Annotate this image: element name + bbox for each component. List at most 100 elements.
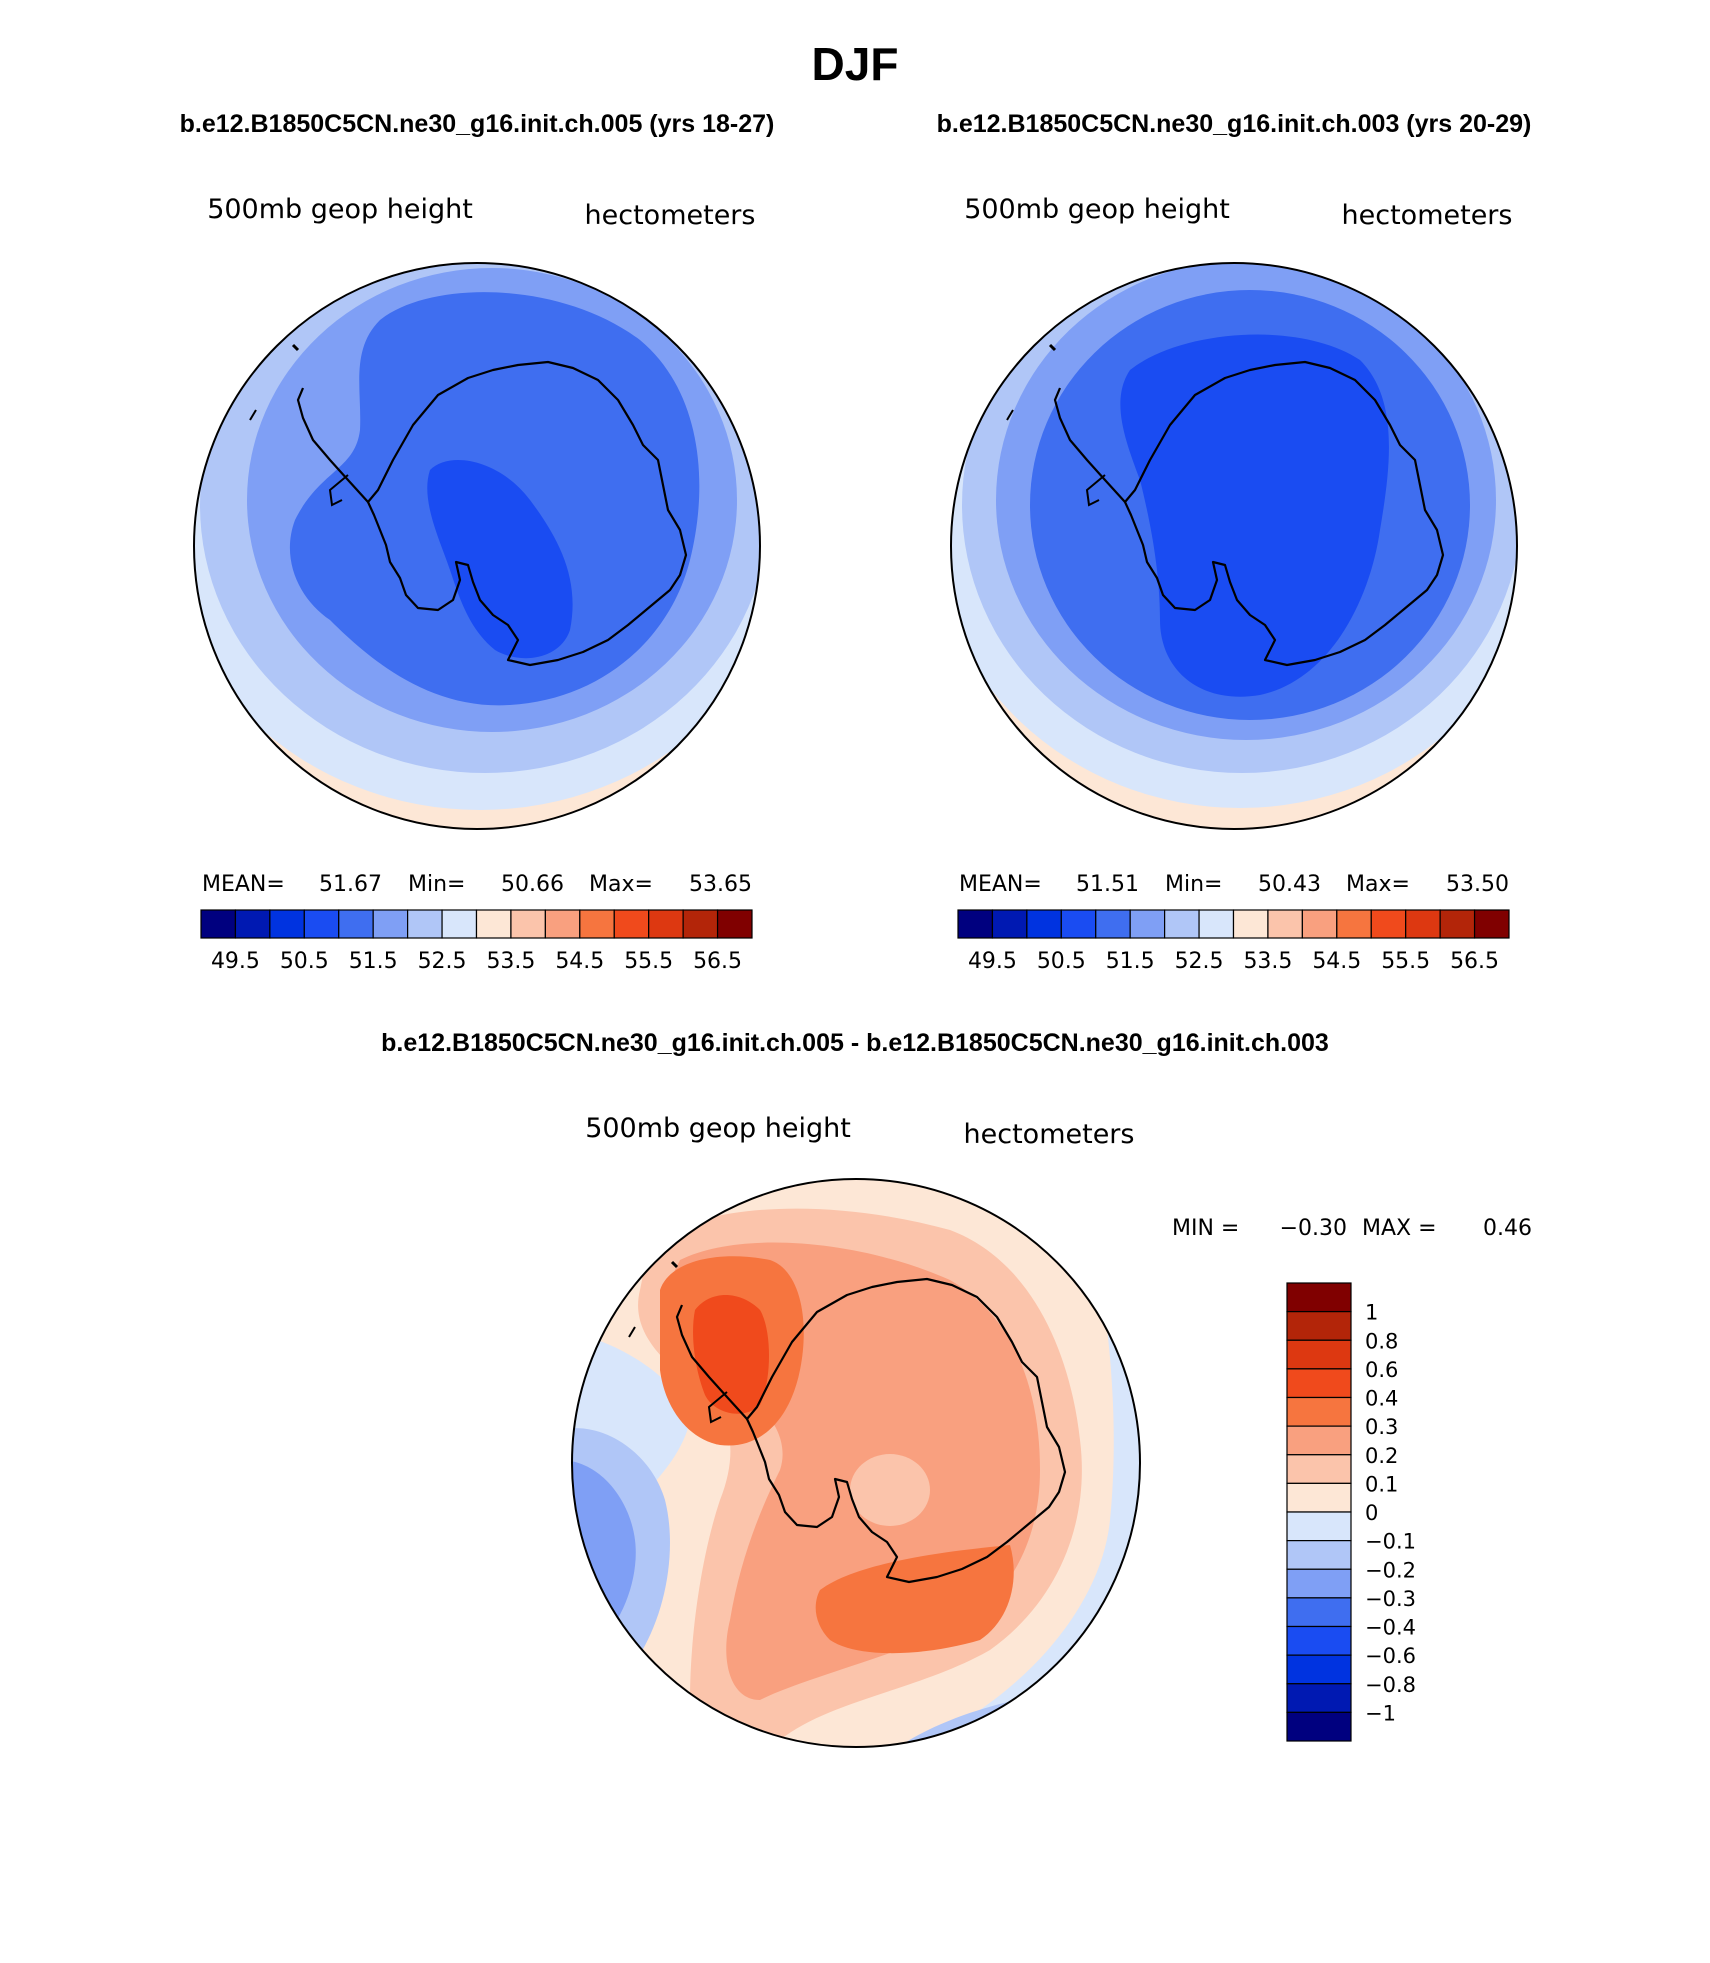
colorbar-swatch xyxy=(1198,909,1235,939)
colorbar-swatch xyxy=(1232,909,1269,939)
panel-left-stat-min: 50.66 xyxy=(501,872,564,897)
colorbar-swatch xyxy=(1286,1683,1352,1713)
colorbar-tick-label: 54.5 xyxy=(1312,949,1361,974)
panel-diff-colorbar: 1 0.8 0.6 0.4 0.3 0.2 0.1 0 −0.1 −0.2 −0.3 −0.4 −0.6… xyxy=(1286,1282,1416,1742)
contour-band xyxy=(427,460,573,659)
colorbar-swatch xyxy=(475,909,512,939)
colorbar-tick-label: −0.1 xyxy=(1365,1530,1416,1554)
colorbar-swatch xyxy=(716,909,753,939)
panel-right-field-label: 500mb geop height xyxy=(964,194,1230,225)
colorbar-tick-label: 50.5 xyxy=(1037,949,1086,974)
panel-left-map xyxy=(194,263,760,829)
colorbar-tick-label: 56.5 xyxy=(1450,949,1499,974)
panel-right-stat-max: 53.50 xyxy=(1446,872,1509,897)
colorbar-swatch xyxy=(991,909,1028,939)
colorbar-swatch xyxy=(1286,1597,1352,1628)
panel-left-stat-max: 53.65 xyxy=(689,872,752,897)
colorbar-tick-label: 0.2 xyxy=(1365,1444,1398,1468)
figure-title: DJF xyxy=(812,38,899,90)
colorbar-swatch xyxy=(957,909,994,939)
colorbar-tick-label: −0.6 xyxy=(1365,1644,1416,1668)
contour-band xyxy=(815,1545,1014,1654)
panel-right-stat-max-label: Max= xyxy=(1346,872,1410,897)
panel-diff-stat-min-label: MIN = xyxy=(1172,1216,1239,1241)
colorbar-swatch xyxy=(1286,1454,1352,1484)
panel-left-colorbar: 49.5 50.5 51.5 52.5 53.5 54.5 55.5 56.5 xyxy=(200,909,753,974)
colorbar-swatch xyxy=(234,909,271,939)
colorbar-tick-label: −0.4 xyxy=(1365,1616,1416,1640)
colorbar-swatch xyxy=(1405,909,1441,939)
colorbar-tick-label: 50.5 xyxy=(280,949,329,974)
colorbar-swatch xyxy=(1301,909,1338,939)
colorbar-swatch xyxy=(200,909,237,939)
colorbar-swatch xyxy=(579,909,615,939)
colorbar-tick-label: 1 xyxy=(1365,1301,1378,1325)
colorbar-tick-label: 52.5 xyxy=(418,949,467,974)
colorbar-swatch xyxy=(1129,909,1166,939)
colorbar-tick-label: 0.6 xyxy=(1365,1358,1398,1382)
panel-right-stat-min-label: Min= xyxy=(1165,872,1222,897)
colorbar-swatch xyxy=(613,909,650,939)
colorbar-swatch xyxy=(1439,909,1476,939)
panel-right-stat-mean: 51.51 xyxy=(1076,872,1139,897)
colorbar-swatch xyxy=(372,909,409,939)
colorbar-swatch xyxy=(338,909,374,939)
panel-right-map xyxy=(951,263,1517,829)
colorbar-swatch xyxy=(1370,909,1407,939)
colorbar-swatch xyxy=(1286,1568,1352,1599)
colorbar-swatch xyxy=(1026,909,1062,939)
colorbar-tick-label: 52.5 xyxy=(1175,949,1224,974)
panel-diff-map xyxy=(572,1179,1140,1747)
panel-left-stat-mean-label: MEAN= xyxy=(202,872,285,897)
colorbar-tick-label: 51.5 xyxy=(1106,949,1155,974)
panel-right: 500mb geop height hectometers MEAN= 51.5… xyxy=(950,194,1518,974)
colorbar-swatch xyxy=(1164,909,1200,939)
colorbar-tick-label: 51.5 xyxy=(349,949,398,974)
colorbar-swatch xyxy=(1286,1711,1352,1742)
contour-band xyxy=(693,1295,769,1414)
colorbar-swatch xyxy=(1473,909,1510,939)
subtitle-right-run: b.e12.B1850C5CN.ne30_g16.init.ch.003 (yr… xyxy=(937,110,1532,138)
colorbar-tick-label: 53.5 xyxy=(1243,949,1292,974)
colorbar-swatch xyxy=(1286,1425,1352,1456)
colorbar-tick-label: −0.2 xyxy=(1365,1558,1416,1582)
panel-right-stat-min: 50.43 xyxy=(1258,872,1321,897)
colorbar-tick-label: 0.1 xyxy=(1365,1472,1398,1496)
colorbar-tick-label: −0.8 xyxy=(1365,1673,1416,1697)
subtitle-left-run: b.e12.B1850C5CN.ne30_g16.init.ch.005 (yr… xyxy=(180,110,775,138)
colorbar-tick-label: 0.4 xyxy=(1365,1387,1398,1411)
colorbar-swatch xyxy=(1286,1625,1352,1656)
colorbar-swatch xyxy=(1286,1654,1352,1685)
panel-left: 500mb geop height hectometers MEAN= 51.6… xyxy=(193,194,761,974)
panel-left-stat-max-label: Max= xyxy=(589,872,653,897)
difference-title: b.e12.B1850C5CN.ne30_g16.init.ch.005 - b… xyxy=(381,1029,1329,1057)
panel-difference: 500mb geop height hectometers MIN = −0.3… xyxy=(571,1113,1532,1748)
colorbar-swatch xyxy=(407,909,443,939)
colorbar-swatch xyxy=(1286,1540,1352,1570)
colorbar-swatch xyxy=(544,909,581,939)
colorbar-swatch xyxy=(303,909,340,939)
colorbar-swatch xyxy=(1286,1339,1352,1370)
panel-right-stat-mean-label: MEAN= xyxy=(959,872,1042,897)
colorbar-tick-label: 55.5 xyxy=(1381,949,1430,974)
colorbar-tick-label: 49.5 xyxy=(968,949,1017,974)
contour-band xyxy=(850,1454,930,1526)
colorbar-swatch xyxy=(648,909,684,939)
colorbar-swatch xyxy=(269,909,305,939)
panel-right-colorbar: 49.5 50.5 51.5 52.5 53.5 54.5 55.5 56.5 xyxy=(957,909,1510,974)
panel-diff-stat-max: 0.46 xyxy=(1483,1216,1532,1241)
colorbar-swatch xyxy=(1286,1396,1352,1427)
colorbar-swatch xyxy=(1286,1282,1352,1313)
panel-left-stat-min-label: Min= xyxy=(408,872,465,897)
colorbar-swatch xyxy=(1336,909,1372,939)
colorbar-tick-label: 0.3 xyxy=(1365,1415,1398,1439)
panel-left-stat-mean: 51.67 xyxy=(319,872,382,897)
colorbar-tick-label: 49.5 xyxy=(211,949,260,974)
colorbar-tick-label: −1 xyxy=(1365,1701,1396,1725)
colorbar-swatch xyxy=(510,909,546,939)
colorbar-swatch xyxy=(1095,909,1131,939)
colorbar-swatch xyxy=(1286,1368,1352,1399)
panel-diff-stat-max-label: MAX = xyxy=(1362,1216,1437,1241)
panel-diff-units-label: hectometers xyxy=(964,1119,1135,1150)
